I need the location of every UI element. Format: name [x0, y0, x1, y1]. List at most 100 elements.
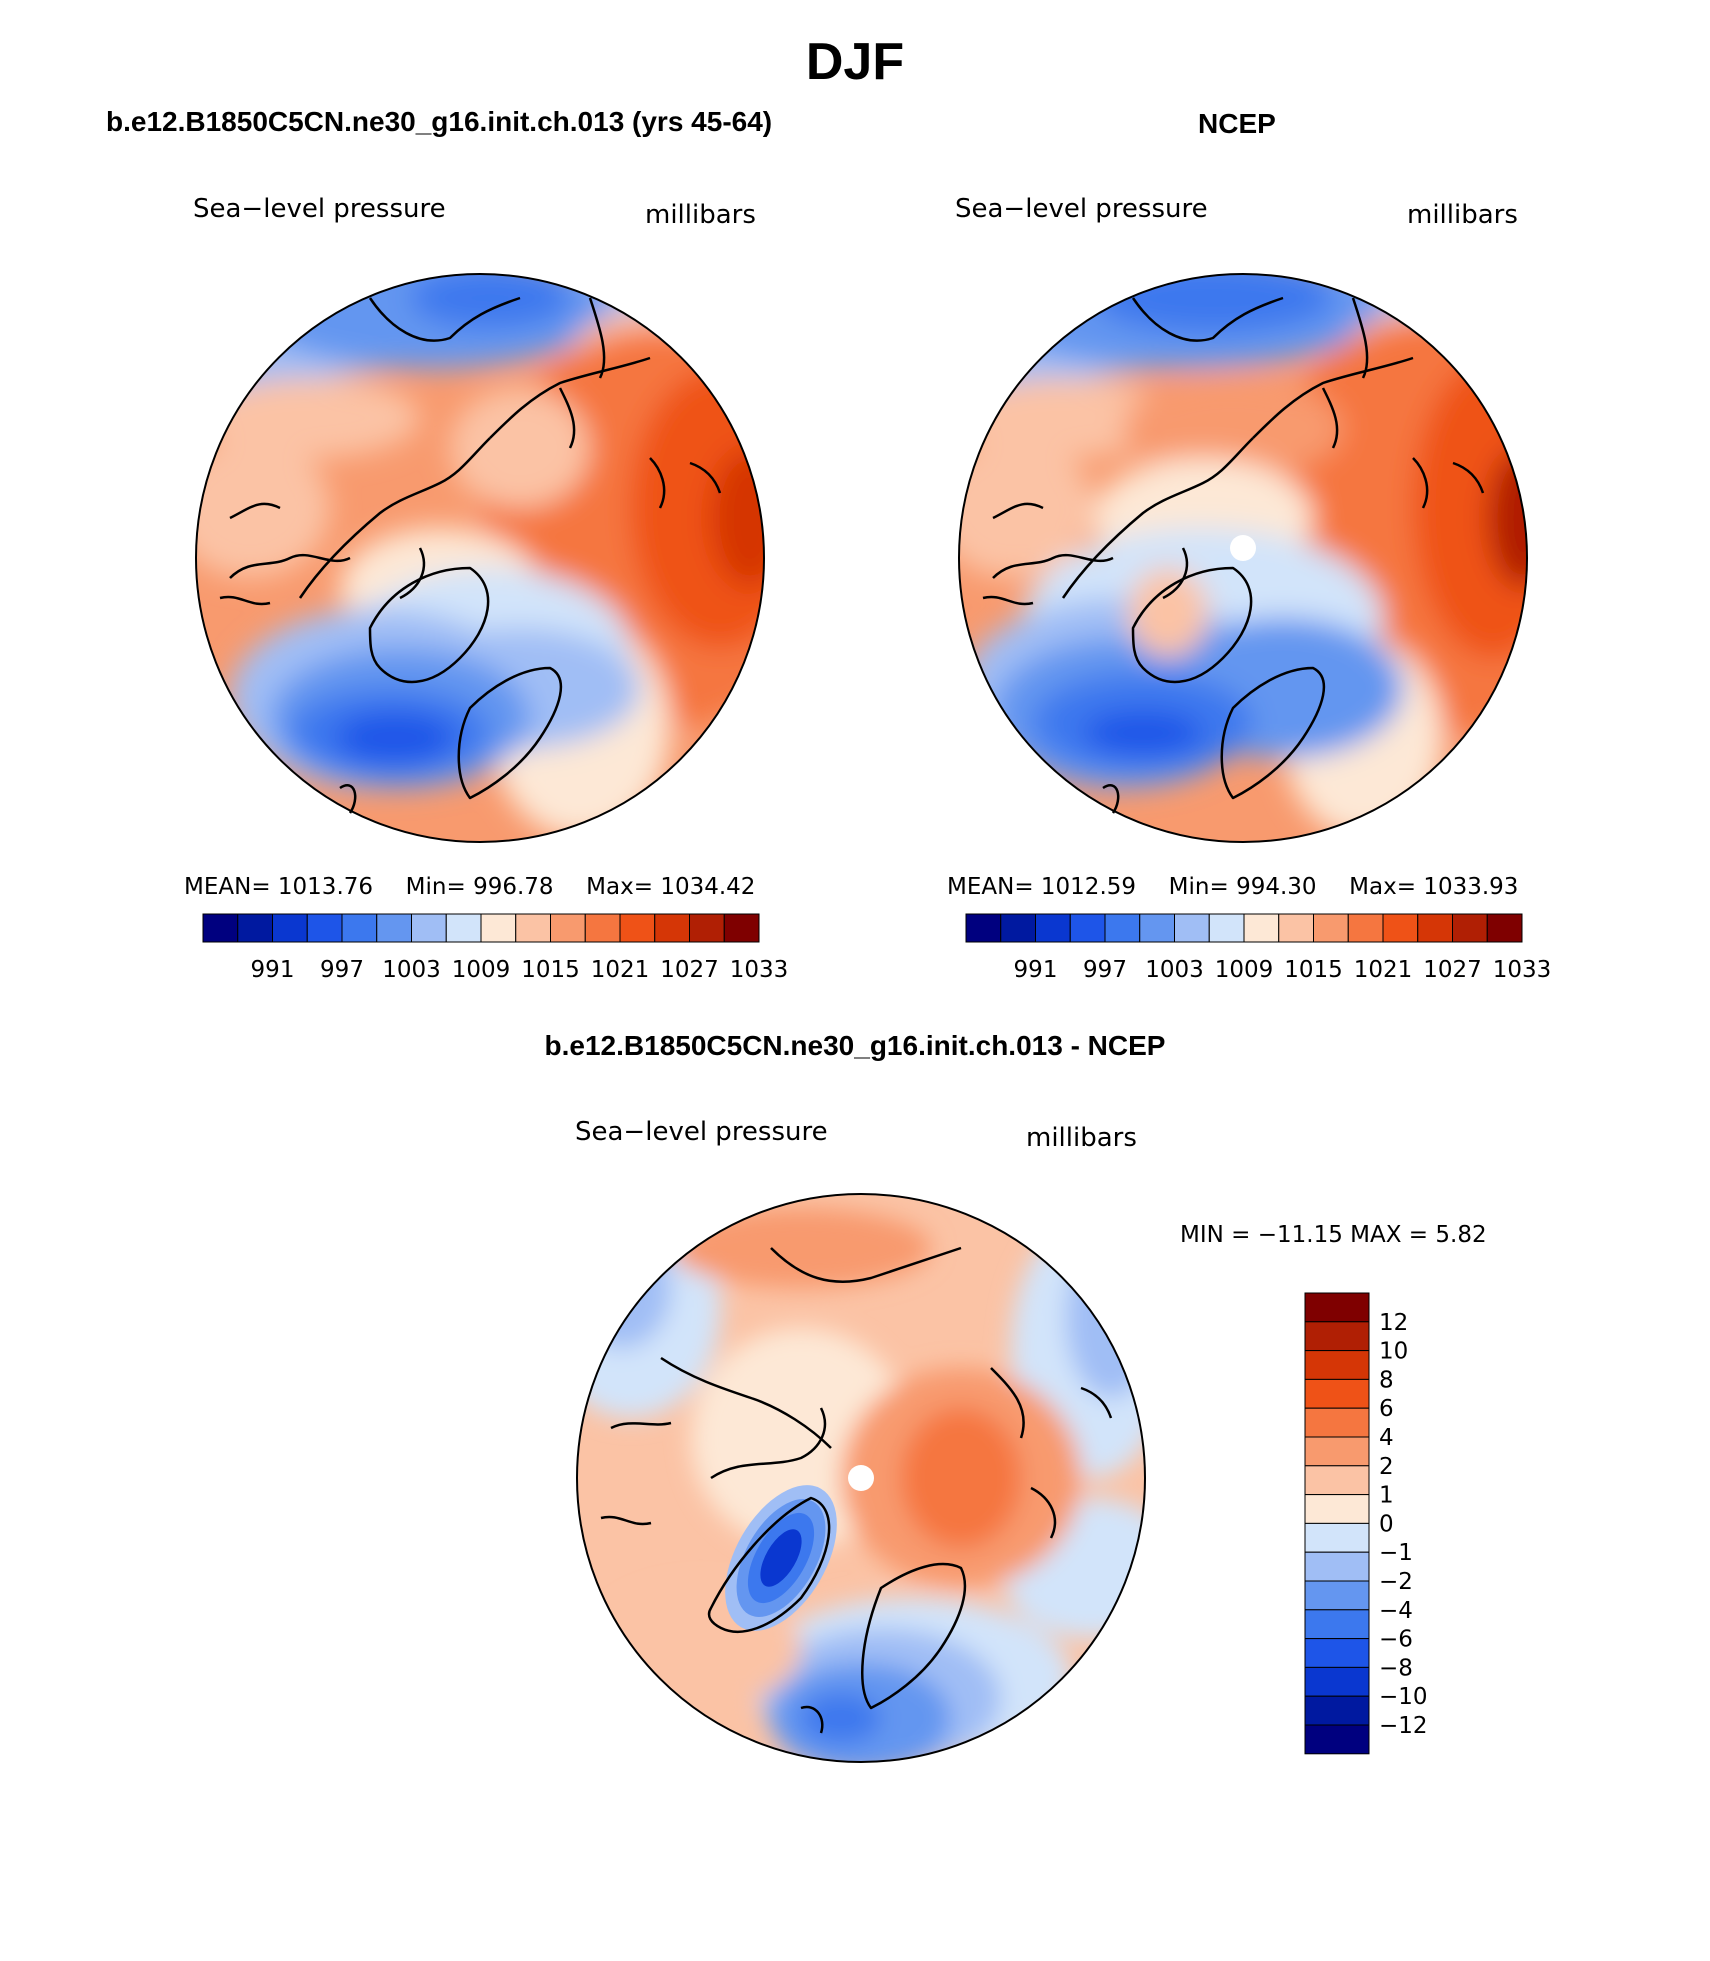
- panel-3-colorbar-swatch: [1304, 1292, 1370, 1323]
- panel-2-colorbar-swatch: [965, 913, 1002, 943]
- panel-2-colorbar-swatch: [1243, 913, 1280, 943]
- panel-1-colorbar-tick-label: 1021: [591, 957, 650, 983]
- panel-1-colorbar-swatch: [445, 913, 482, 943]
- panel-2-colorbar-swatch: [1000, 913, 1036, 943]
- panel-2-colorbar-tick-label: 1003: [1145, 957, 1204, 983]
- panel-3-colorbar-swatch: [1304, 1666, 1370, 1697]
- panel-1-colorbar: 991 997 1003 1009 1015 1021 1027 1033: [202, 913, 788, 983]
- panel-3-colorbar-swatch: [1304, 1580, 1370, 1611]
- panel-3-colorbar-tick-label: −12: [1379, 1713, 1428, 1739]
- panel-2-colorbar-swatch: [1069, 913, 1106, 943]
- panel-3-colorbar-tick-label: 10: [1379, 1339, 1408, 1365]
- panel-1-min-label: Min=: [405, 874, 466, 900]
- panel-2-colorbar-swatch: [1382, 913, 1419, 943]
- panel-1-colorbar-tick-label: 1009: [452, 957, 511, 983]
- panel-3-colorbar-tick-label: 8: [1379, 1367, 1394, 1393]
- panel-2-colorbar-tick-label: 1027: [1423, 957, 1482, 983]
- panel-2-colorbar-tick-label: 1015: [1284, 957, 1343, 983]
- panel-3-colorbar-tick-label: 0: [1379, 1511, 1394, 1537]
- panel-2-colorbar: 991 997 1003 1009 1015 1021 1027 1033: [965, 913, 1551, 983]
- panel-1-colorbar-swatch: [376, 913, 412, 943]
- panel-3-colorbar-swatch: [1304, 1609, 1370, 1640]
- panel-2-colorbar-tick-label: 1033: [1493, 957, 1552, 983]
- panel-2-colorbar-swatch: [1486, 913, 1523, 943]
- panel-1-colorbar-tick-label: 1003: [382, 957, 441, 983]
- panel-2-colorbar-swatch: [1104, 913, 1141, 943]
- panel-2-colorbar-swatch: [1174, 913, 1210, 943]
- panel-3-colorbar-tick-label: −2: [1379, 1569, 1413, 1595]
- panel-1-colorbar-tick-label: 991: [251, 957, 295, 983]
- panel-1-colorbar-swatch: [480, 913, 517, 943]
- panel-1-max-label: Max=: [586, 874, 653, 900]
- panel-2-mean-label: MEAN=: [947, 874, 1034, 900]
- panel-3-colorbar-swatch: [1304, 1638, 1370, 1668]
- panel-3-colorbar-swatch: [1304, 1551, 1370, 1582]
- panel-1-variable-label: Sea−level pressure: [193, 194, 446, 224]
- panel-2-colorbar-swatch: [1347, 913, 1384, 943]
- panel-3-colorbar-tick-label: 4: [1379, 1425, 1394, 1451]
- panel-3-colorbar-tick-label: 6: [1379, 1396, 1394, 1422]
- panel-2-colorbar-tick-label: 991: [1014, 957, 1058, 983]
- panel-3-minmax: MIN = −11.15 MAX = 5.82: [1180, 1222, 1487, 1248]
- panel-1-colorbar-swatch: [341, 913, 378, 943]
- panel-2-units-label: millibars: [1407, 200, 1518, 230]
- panel-3-colorbar-tick-label: −10: [1379, 1684, 1428, 1710]
- panel-3-colorbar-tick-label: 2: [1379, 1454, 1394, 1480]
- panel-1-colorbar-swatch: [619, 913, 656, 943]
- panel-3-colorbar-tick-label: −4: [1379, 1598, 1413, 1624]
- panel-2-colorbar-swatch: [1208, 913, 1245, 943]
- panel-3-colorbar-tick-label: −8: [1379, 1655, 1413, 1681]
- panel-2-title: NCEP: [1198, 108, 1276, 139]
- panel-1-colorbar-swatch: [306, 913, 343, 943]
- panel-1-colorbar-swatch: [584, 913, 621, 943]
- panel-1-colorbar-tick-label: 1027: [660, 957, 719, 983]
- panel-2-min-label: Min=: [1168, 874, 1229, 900]
- panel-3-colorbar-tick-label: −1: [1379, 1540, 1413, 1566]
- panel-3-variable-label: Sea−level pressure: [575, 1117, 828, 1147]
- panel-1-polar-map: [195, 273, 765, 843]
- panel-3-title: b.e12.B1850C5CN.ne30_g16.init.ch.013 - N…: [544, 1030, 1166, 1061]
- panel-1-stats: MEAN= 1013.76 Min= 996.78 Max= 1034.42: [184, 874, 755, 900]
- panel-2-colorbar-swatch: [1313, 913, 1349, 943]
- panel-1-mean-value: 1013.76: [277, 874, 374, 900]
- panel-3-colorbar-swatch: [1304, 1465, 1370, 1496]
- panel-1-colorbar-swatch: [550, 913, 586, 943]
- panel-2-polar-map: [958, 273, 1528, 843]
- panel-3-colorbar-swatch: [1304, 1321, 1370, 1352]
- panel-1-mean-label: MEAN=: [184, 874, 271, 900]
- panel-1-colorbar-tick-label: 1015: [521, 957, 580, 983]
- panel-3-colorbar-tick-label: −6: [1379, 1627, 1413, 1653]
- panel-1-title: b.e12.B1850C5CN.ne30_g16.init.ch.013 (yr…: [106, 106, 773, 137]
- main-title: DJF: [805, 33, 905, 91]
- panel-3-colorbar-swatch: [1304, 1407, 1370, 1438]
- panel-3-units-label: millibars: [1026, 1123, 1137, 1153]
- panel-1-colorbar-swatch: [654, 913, 690, 943]
- panel-2-min-value: 994.30: [1236, 874, 1317, 900]
- panel-1-units-label: millibars: [645, 200, 756, 230]
- panel-2-max-value: 1033.93: [1423, 874, 1519, 900]
- panel-3-colorbar-swatch: [1304, 1494, 1370, 1524]
- panel-3-colorbar-tick-label: 1: [1379, 1483, 1394, 1509]
- panel-1-colorbar-tick-label: 1033: [730, 957, 789, 983]
- panel-2-colorbar-swatch: [1417, 913, 1453, 943]
- panel-1-colorbar-swatch: [689, 913, 725, 943]
- panel-2-mean-value: 1012.59: [1040, 874, 1137, 900]
- panel-1-colorbar-swatch: [272, 913, 308, 943]
- panel-2-colorbar-tick-label: 1009: [1215, 957, 1274, 983]
- panel-2-colorbar-tick-label: 997: [1083, 957, 1127, 983]
- panel-3-colorbar-swatch: [1304, 1724, 1370, 1755]
- panel-3-colorbar-tick-label: 12: [1379, 1310, 1408, 1336]
- panel-3-colorbar-swatch: [1304, 1695, 1370, 1726]
- panel-1-colorbar-swatch: [723, 913, 760, 943]
- panel-1-colorbar-swatch: [202, 913, 239, 943]
- panel-1-colorbar-swatch: [237, 913, 273, 943]
- panel-2-variable-label: Sea−level pressure: [955, 194, 1208, 224]
- panel-2-colorbar-swatch: [1139, 913, 1175, 943]
- panel-1-colorbar-tick-label: 997: [320, 957, 364, 983]
- panel-2-colorbar-tick-label: 1021: [1354, 957, 1413, 983]
- panel-3-colorbar-swatch: [1304, 1350, 1370, 1380]
- panel-3-colorbar-swatch: [1304, 1378, 1370, 1409]
- panel-2-colorbar-swatch: [1452, 913, 1488, 943]
- panel-3-colorbar-swatch: [1304, 1436, 1370, 1467]
